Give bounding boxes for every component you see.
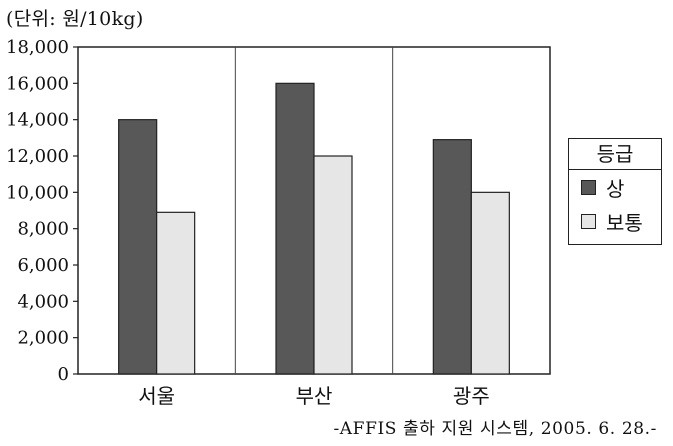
bar-high	[432, 139, 472, 375]
legend: 등급 상 보통	[568, 138, 662, 245]
plot-area: 0 2,000 4,000 6,000 8,000 10,000 12,000 14,000 1…	[6, 37, 551, 408]
y-tick-label: 18,000	[6, 37, 69, 58]
y-tick-label: 10,000	[6, 182, 69, 203]
y-tick-label: 16,000	[6, 73, 69, 94]
x-tick-label: 광주	[453, 384, 490, 408]
y-tick-label: 6,000	[17, 255, 69, 276]
legend-title: 등급	[569, 139, 661, 170]
legend-swatch-normal	[581, 213, 596, 229]
y-tick-label: 0	[58, 364, 69, 385]
y-tick-label: 8,000	[17, 219, 69, 240]
x-tick-label: 서울	[138, 384, 175, 408]
source-note: -AFFIS 출하 지원 시스템, 2005. 6. 28.-	[333, 419, 657, 439]
bar-normal	[313, 155, 353, 375]
legend-label-high: 상	[606, 176, 625, 201]
y-tick-label: 14,000	[6, 110, 69, 131]
y-tick-label: 4,000	[17, 291, 69, 312]
bar-normal	[470, 191, 510, 375]
legend-item-normal: 보통	[569, 204, 661, 238]
unit-label: (단위: 원/10kg)	[6, 8, 144, 30]
x-tick-label: 부산	[296, 384, 333, 408]
y-tick-label: 2,000	[17, 328, 69, 349]
bar-normal	[156, 211, 196, 375]
bar-high	[275, 82, 315, 375]
bar-high	[118, 119, 158, 375]
legend-item-high: 상	[569, 170, 661, 204]
legend-swatch-high	[581, 179, 596, 195]
y-tick-label: 12,000	[6, 146, 69, 167]
legend-label-normal: 보통	[606, 210, 643, 235]
